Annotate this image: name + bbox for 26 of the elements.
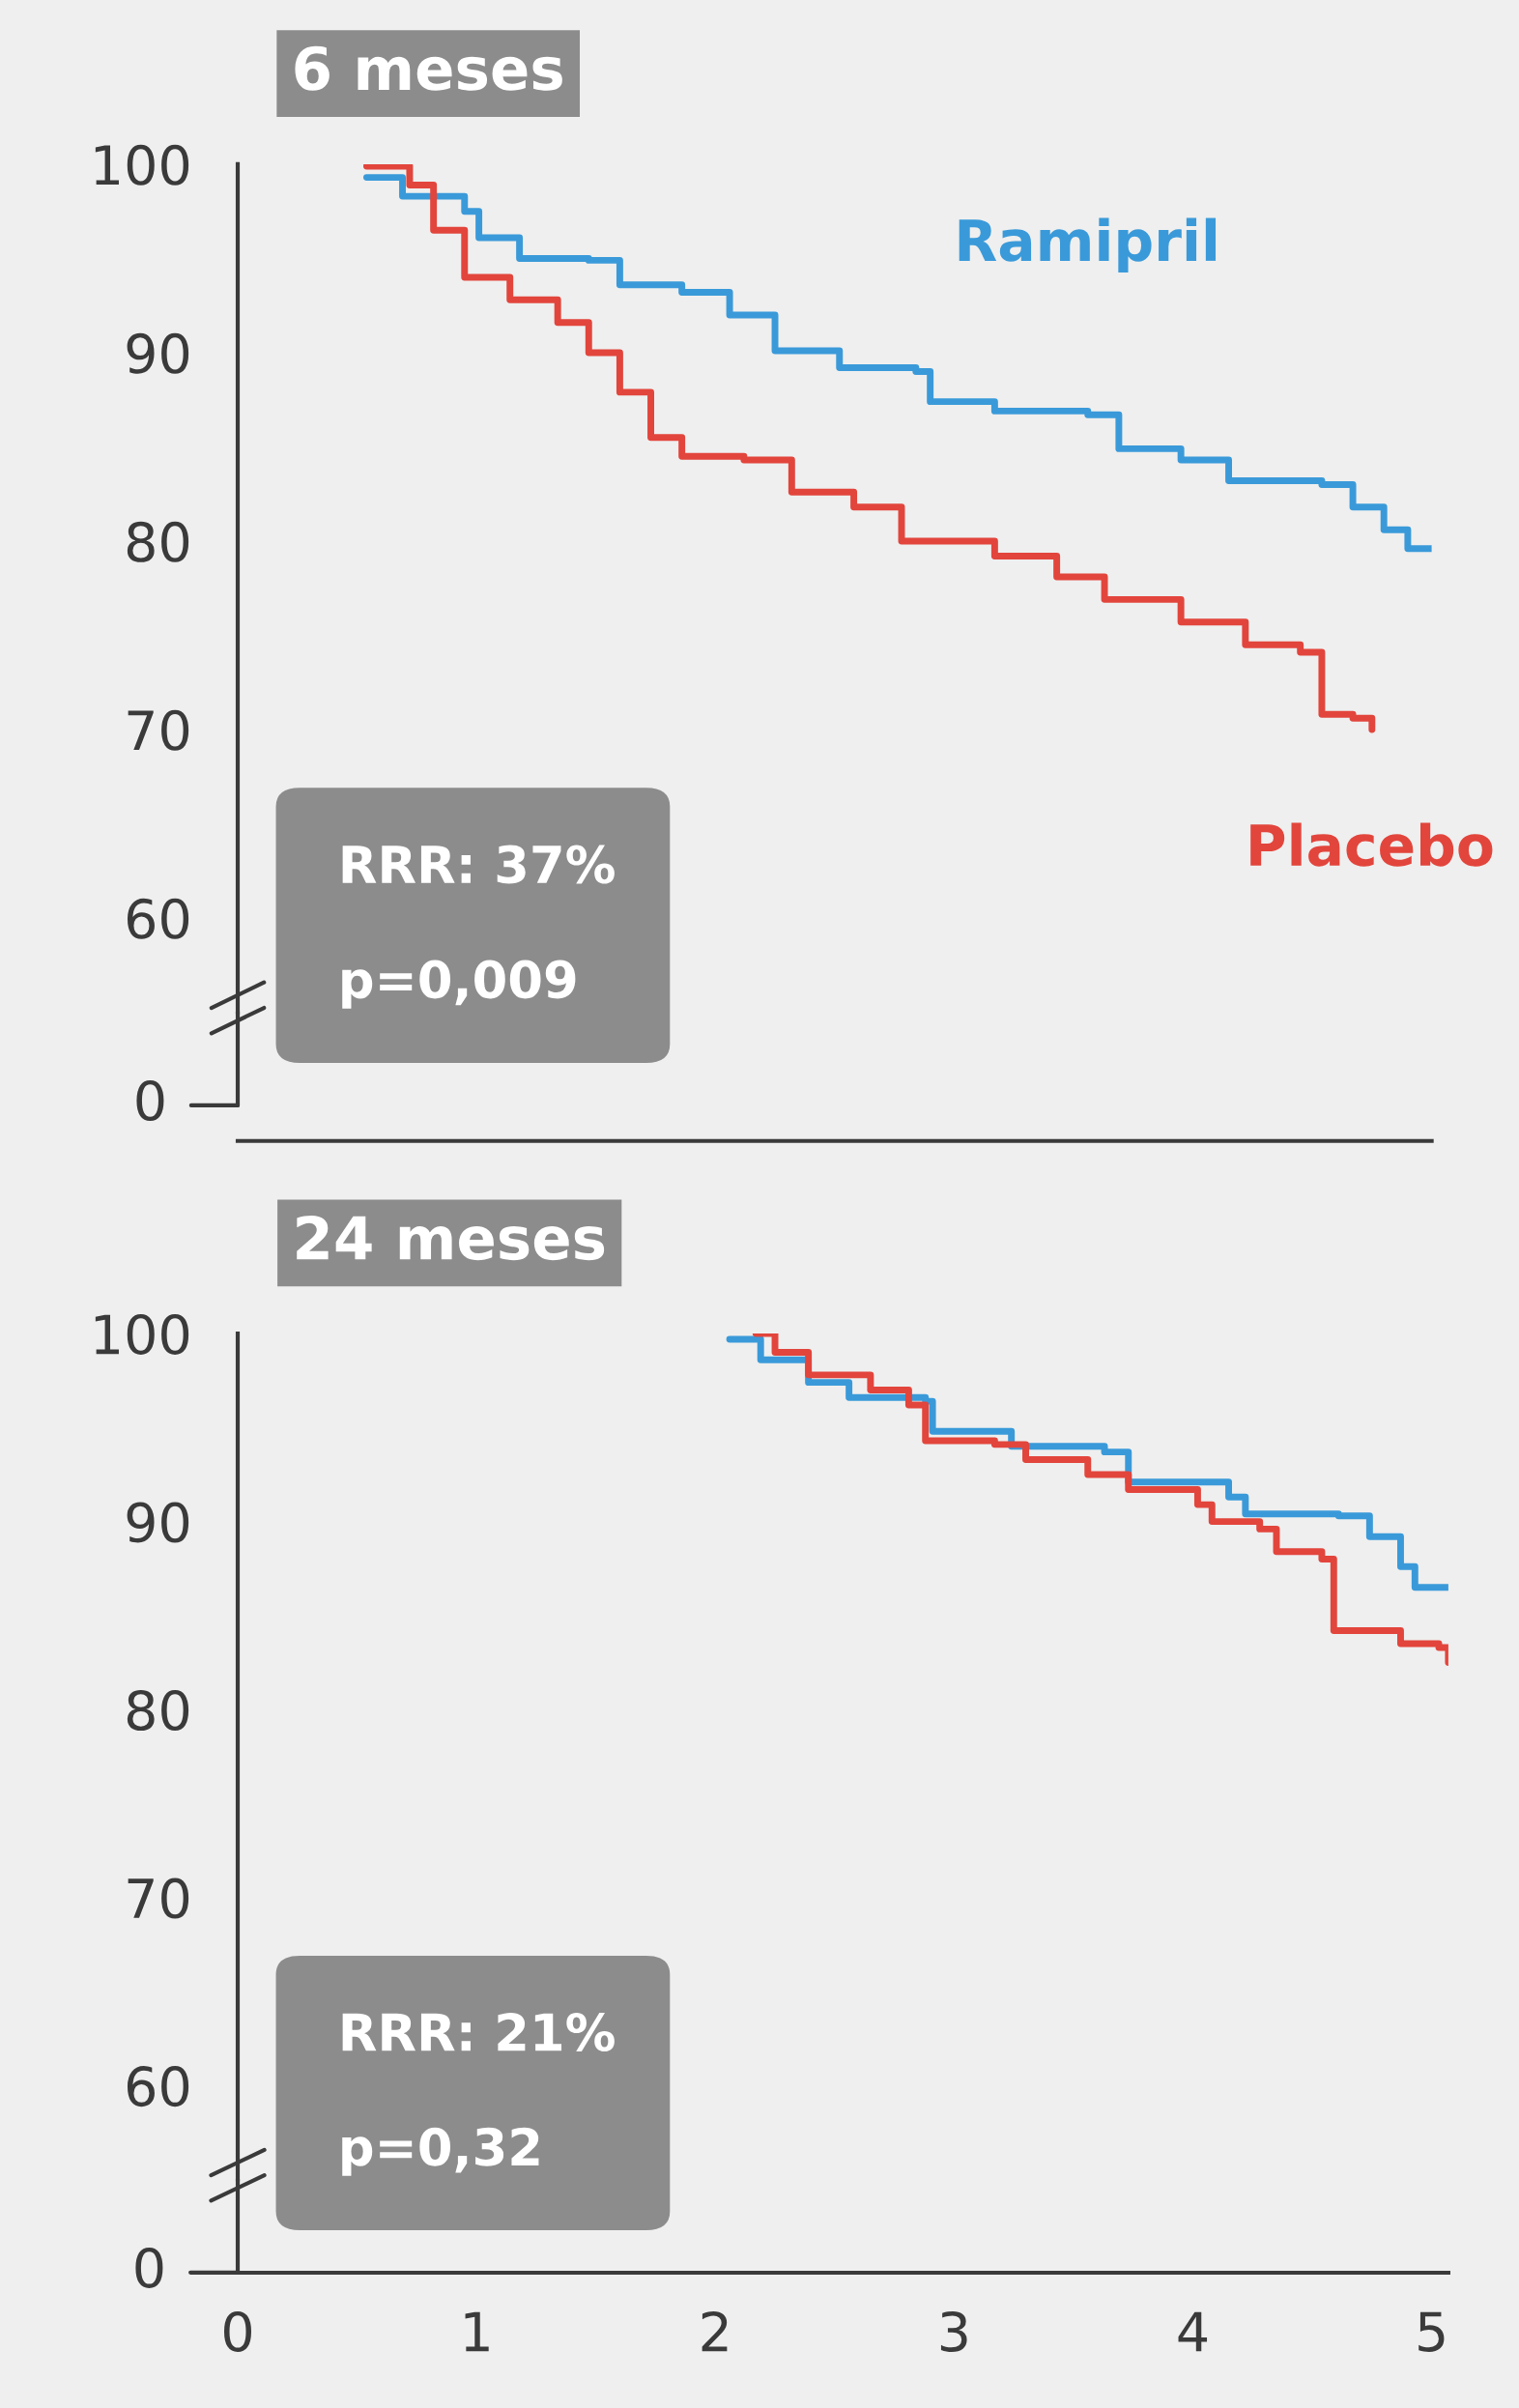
text: 0 [136,1080,164,1122]
annotation: p=0,32 [342,2127,539,2176]
text: Placebo [1250,822,1493,867]
y-tick-label: 80 [127,1690,189,1732]
x-tick-label: 5 [1419,2311,1445,2352]
y-tick-label: 90 [127,1502,189,1543]
x-tick-label: 3 [940,2310,967,2352]
text: 0 [135,2247,163,2288]
y-tick-label: 80 [127,521,189,562]
x-tick-label: 0 [224,2310,251,2352]
chart-title: 6 meses [295,45,562,91]
y-tick-label: 90 [127,332,189,374]
annotation: p=0,009 [342,960,576,1009]
y-tick-label: 70 [128,1878,189,1919]
annotation: RRR: 37% [342,845,615,884]
annotation: RRR: 21% [342,2013,615,2051]
y-tick-label: 100 [95,1313,189,1355]
y-tick-label: 100 [95,144,189,186]
x-tick-label: 2 [702,2310,728,2352]
series-label: Ramipril [959,217,1217,273]
y-tick-label: 60 [127,898,189,939]
chart-title: 24 meses [297,1215,605,1261]
x-tick-label: 1 [465,2311,489,2352]
x-tick-label: 4 [1178,2311,1208,2352]
y-tick-label: 60 [127,2066,189,2107]
y-tick-label: 70 [128,709,189,751]
